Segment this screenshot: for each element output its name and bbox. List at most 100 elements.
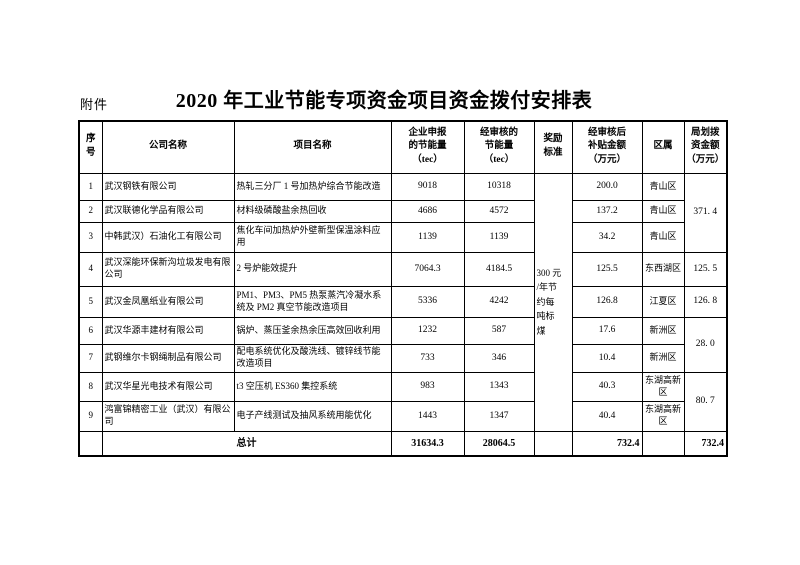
cell-company: 武汉华源丰建材有限公司 [101,316,235,345]
cell-allocation: 125. 5 [683,251,728,287]
cell-seq: 2 [78,199,103,223]
attachment-label: 附件 [80,97,109,112]
cell-declared: 7064.3 [390,251,465,287]
cell-allocation: 371. 4 [683,172,728,253]
cell-verified: 4572 [463,199,535,223]
cell-declared: 4686 [390,199,465,223]
cell-allocation: 80. 7 [683,371,728,432]
cell-total-label: 总计 [101,430,392,457]
col-header-declared-saving: 企业申报 的节能量 （tec） [390,120,465,174]
cell-verified: 10318 [463,172,535,201]
cell-company: 鸿富锦精密工业（武汉）有限公司 [101,400,235,432]
table-row: 2 武汉联德化学品有限公司 材料级磷酸盐余热回收 4686 4572 137.2… [78,199,727,223]
cell-district: 东湖高新区 [641,371,685,402]
cell-project: 焦化车间加热炉外壁新型保温涂料应用 [233,221,392,253]
cell-allocation: 28. 0 [683,316,728,373]
table-row: 3 中韩武汉）石油化工有限公司 焦化车间加热炉外壁新型保温涂料应用 1139 1… [78,221,727,253]
cell-total-declared: 31634.3 [390,430,465,457]
col-header-district: 区属 [641,120,685,174]
cell-reward-empty [533,430,573,457]
cell-district: 青山区 [641,221,685,253]
cell-seq: 9 [78,400,103,432]
cell-subsidy: 10.4 [571,343,643,373]
cell-subsidy: 34.2 [571,221,643,253]
cell-declared: 733 [390,343,465,373]
table-row: 7 武钢维尔卡钢绳制品有限公司 配电系统优化及酸洗线、镀锌线节能改造项目 733… [78,343,727,373]
cell-seq: 8 [78,371,103,402]
cell-project: 电子产线测试及抽风系统用能优化 [233,400,392,432]
col-header-subsidy: 经审核后 补贴金额 （万元） [571,120,643,174]
cell-district: 青山区 [641,199,685,223]
table-row: 8 武汉华星光电技术有限公司 t3 空压机 ES360 集控系统 983 134… [78,371,728,432]
cell-seq: 7 [78,343,103,373]
cell-declared: 1232 [390,316,465,345]
cell-seq-empty [78,430,103,457]
table-row: 1 武汉钢铁有限公司 热轧三分厂 1 号加热炉综合节能改造 9018 10318… [78,172,728,432]
cell-company: 武汉钢铁有限公司 [101,172,235,201]
cell-declared: 9018 [390,172,465,201]
table-row: 5 武汉金凤凰纸业有限公司 PM1、PM3、PM5 热泵蒸汽冷凝水系统及 PM2… [78,285,728,318]
cell-verified: 346 [463,343,535,373]
cell-project: 配电系统优化及酸洗线、镀锌线节能改造项目 [233,343,392,373]
cell-subsidy: 17.6 [571,316,643,345]
cell-seq: 3 [78,221,103,253]
cell-verified: 4242 [463,285,535,318]
cell-seq: 1 [78,172,103,201]
cell-seq: 5 [78,285,103,318]
cell-subsidy: 40.4 [571,400,643,432]
cell-total-allocation: 732.4 [683,430,728,457]
cell-reward-standard: 300 元 /年节 约每 吨标 煤 [533,172,573,432]
col-header-reward-standard: 奖励 标准 [533,120,573,174]
cell-subsidy: 126.8 [571,285,643,318]
cell-verified: 587 [463,316,535,345]
cell-project: 2 号炉能效提升 [233,251,392,287]
cell-subsidy: 40.3 [571,371,643,402]
cell-declared: 1443 [390,400,465,432]
table-row: 6 武汉华源丰建材有限公司 锅炉、蒸压釜余热余压高效回收利用 1232 587 … [78,316,728,373]
cell-district: 东西湖区 [641,251,685,287]
cell-project: 锅炉、蒸压釜余热余压高效回收利用 [233,316,392,345]
cell-company: 武汉金凤凰纸业有限公司 [101,285,235,318]
cell-total-verified: 28064.5 [463,430,535,457]
allocation-table: 序 号 公司名称 项目名称 企业申报 的节能量 （tec） 经审核的 节能量 （… [78,120,728,457]
cell-subsidy: 200.0 [571,172,643,201]
cell-district: 江夏区 [641,285,685,318]
cell-seq: 4 [78,251,103,287]
cell-company: 武汉华星光电技术有限公司 [101,371,235,402]
col-header-seq: 序 号 [78,120,103,174]
cell-project: 热轧三分厂 1 号加热炉综合节能改造 [233,172,392,201]
cell-declared: 1139 [390,221,465,253]
cell-verified: 1343 [463,371,535,402]
cell-total-subsidy: 732.4 [571,430,643,457]
cell-company: 中韩武汉）石油化工有限公司 [101,221,235,253]
page-title: 2020 年工业节能专项资金项目资金拨付安排表 [175,90,593,112]
col-header-project: 项目名称 [233,120,392,174]
cell-project: PM1、PM3、PM5 热泵蒸汽冷凝水系统及 PM2 真空节能改造项目 [233,285,392,318]
cell-subsidy: 137.2 [571,199,643,223]
table-total-row: 总计 31634.3 28064.5 732.4 732.4 [78,430,728,457]
cell-company: 武钢维尔卡钢绳制品有限公司 [101,343,235,373]
col-header-verified-saving: 经审核的 节能量 （tec） [463,120,535,174]
cell-district-empty [641,430,685,457]
cell-project: 材料级磷酸盐余热回收 [233,199,392,223]
cell-seq: 6 [78,316,103,345]
col-header-allocation: 局划拨 资金额 （万元） [683,120,728,174]
table-row: 9 鸿富锦精密工业（武汉）有限公司 电子产线测试及抽风系统用能优化 1443 1… [78,400,727,432]
cell-verified: 4184.5 [463,251,535,287]
col-header-company: 公司名称 [101,120,235,174]
cell-project: t3 空压机 ES360 集控系统 [233,371,392,402]
cell-district: 新洲区 [641,316,685,345]
cell-company: 武汉联德化学品有限公司 [101,199,235,223]
table-row: 4 武汉深能环保新沟垃圾发电有限公司 2 号炉能效提升 7064.3 4184.… [78,251,728,287]
table-header-row: 序 号 公司名称 项目名称 企业申报 的节能量 （tec） 经审核的 节能量 （… [78,120,728,174]
cell-verified: 1139 [463,221,535,253]
cell-district: 东湖高新区 [641,400,685,432]
cell-declared: 5336 [390,285,465,318]
cell-subsidy: 125.5 [571,251,643,287]
cell-company: 武汉深能环保新沟垃圾发电有限公司 [101,251,235,287]
cell-verified: 1347 [463,400,535,432]
cell-district: 青山区 [641,172,685,201]
cell-district: 新洲区 [641,343,685,373]
cell-allocation: 126. 8 [683,285,728,318]
